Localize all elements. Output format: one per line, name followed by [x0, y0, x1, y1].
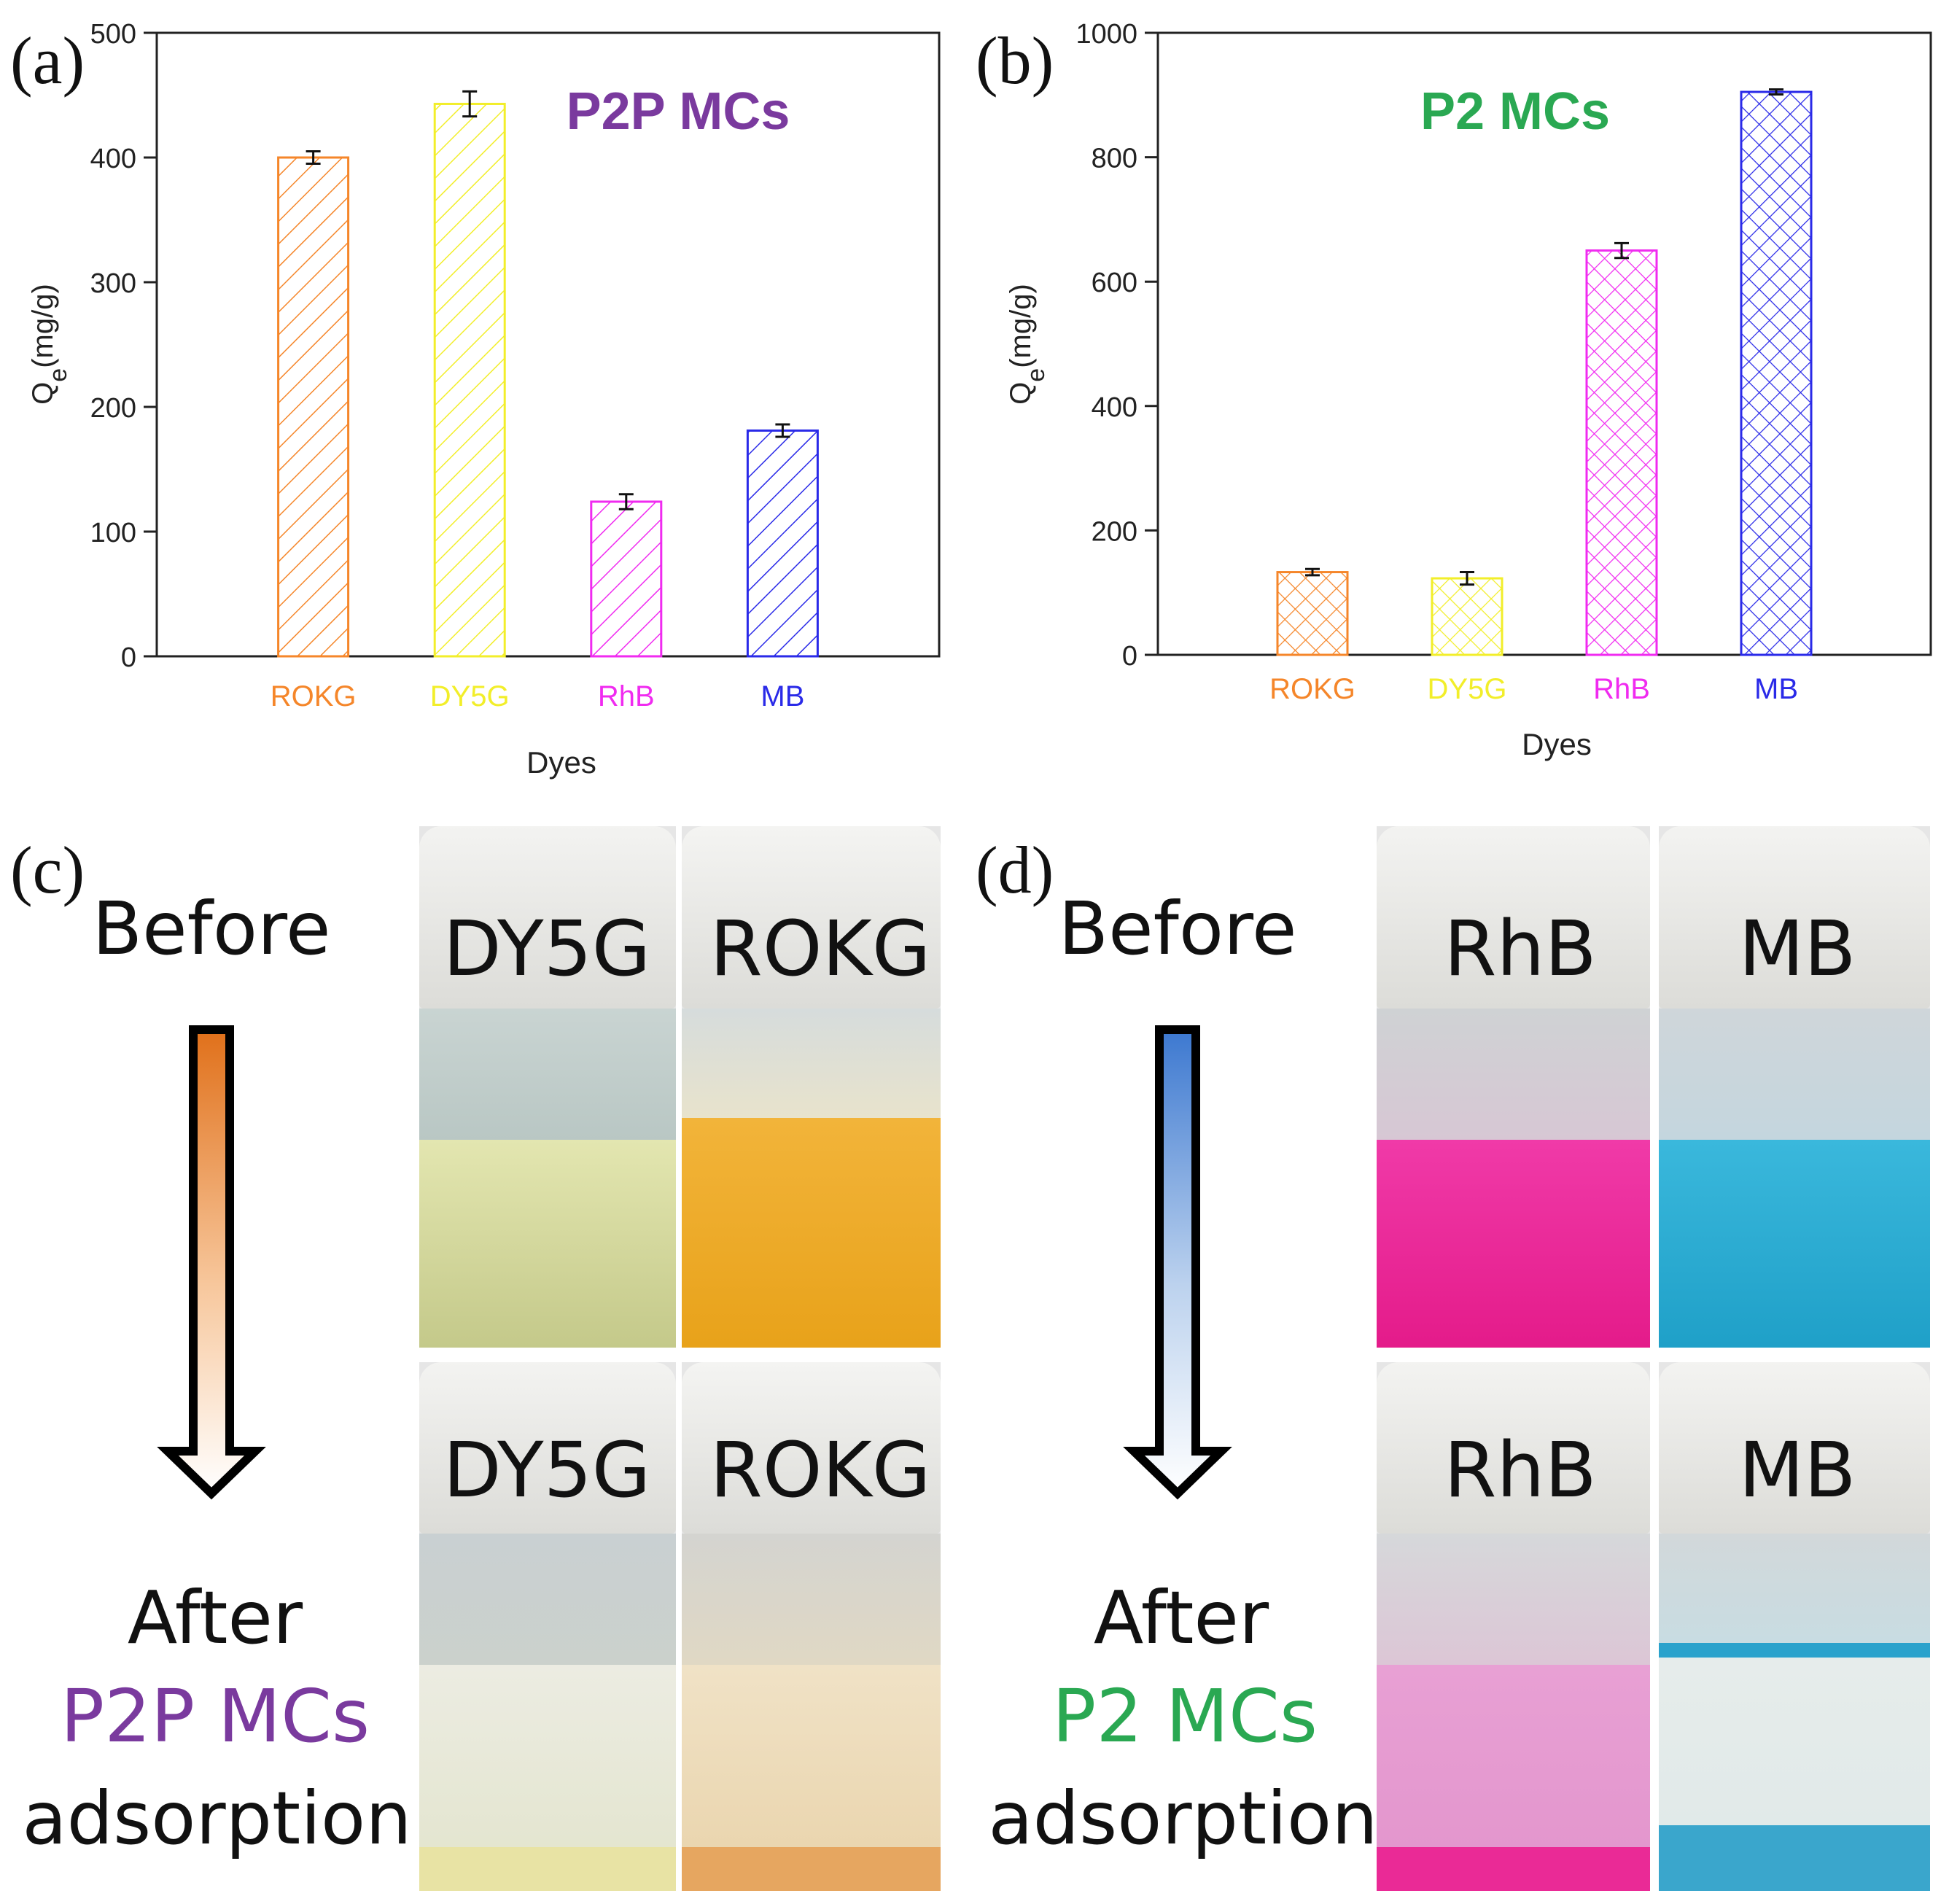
chart-b: 0 200 400 600 800 1000 ROKG DY5G RhB MB P2 MCs Q… — [1005, 19, 1932, 761]
svg-text:Qe(mg/g): Qe(mg/g) — [27, 284, 72, 405]
y-axis-label-sub-b: e — [1022, 368, 1050, 382]
y-tick-label: 1000 — [1075, 19, 1137, 50]
category-label-rokg: ROKG — [271, 680, 357, 712]
error-bar-dy5g — [1460, 571, 1474, 586]
y-tick-label: 0 — [121, 642, 136, 673]
after-label-c: After — [127, 1575, 303, 1660]
y-axis-label-main-a: Q — [27, 382, 59, 405]
vial-photo-c-after-dy5g — [419, 1362, 676, 1891]
error-bar-mb — [1769, 88, 1783, 96]
y-axis-label-sub-a: e — [44, 368, 72, 382]
vial-photo-c-before-rokg — [682, 826, 941, 1348]
y-tick-label: 100 — [90, 518, 136, 548]
y-tick-label: 600 — [1092, 268, 1137, 298]
error-bar-rhb — [1614, 241, 1629, 260]
adsorption-label-c: adsorption — [22, 1776, 412, 1861]
vial-photo-d-before-rhb — [1377, 826, 1650, 1348]
y-axis-label-unit-a: (mg/g) — [27, 284, 59, 368]
category-label-dy5g: DY5G — [430, 680, 510, 712]
y-tick-label: 200 — [90, 393, 136, 424]
bar-dy5g — [1431, 577, 1503, 656]
error-bar-mb — [775, 423, 790, 438]
y-tick-label: 400 — [1092, 392, 1137, 423]
bar-rhb — [590, 500, 663, 658]
vial-label-d-after-0: RhB — [1444, 1426, 1597, 1515]
vial-label-c-after-0: DY5G — [443, 1426, 651, 1515]
y-tick-label: 400 — [90, 144, 136, 174]
material-label-c: P2P MCs — [60, 1674, 370, 1759]
category-label-mb: MB — [760, 680, 804, 712]
vial-label-d-after-1: MB — [1738, 1426, 1856, 1515]
category-label-mb: MB — [1754, 673, 1798, 705]
y-axis-label-main-b: Q — [1005, 382, 1037, 405]
plot-frame-a — [155, 31, 941, 658]
vial-label-c-before-1: ROKG — [709, 904, 931, 993]
bar-mb — [1740, 90, 1813, 656]
bar-mb — [746, 429, 819, 658]
down-arrow-d — [1123, 1025, 1232, 1500]
panel-c-label: (c) — [10, 833, 85, 907]
vial-label-d-before-1: MB — [1738, 904, 1856, 993]
y-axis-label-a: Qe(mg/g) — [27, 284, 72, 405]
error-bar-rhb — [618, 493, 634, 510]
vial-photo-d-before-mb — [1659, 826, 1930, 1348]
inset-title-a: P2P MCs — [567, 82, 790, 141]
y-tick-label: 0 — [1122, 641, 1137, 672]
vial-photo-c-before-dy5g — [419, 826, 676, 1348]
category-label-rhb: RhB — [1593, 673, 1650, 705]
vial-label-c-before-0: DY5G — [443, 904, 651, 993]
error-bar-rokg — [1305, 567, 1320, 577]
category-label-rokg: ROKG — [1269, 673, 1355, 705]
error-bar-dy5g — [462, 90, 478, 118]
svg-text:Qe(mg/g): Qe(mg/g) — [1005, 284, 1050, 405]
y-tick-label: 500 — [90, 19, 136, 50]
panel-a-label: (a) — [10, 23, 85, 98]
category-label-dy5g: DY5G — [1428, 673, 1507, 705]
plot-frame-b — [1156, 31, 1932, 656]
vial-photo-d-after-rhb — [1377, 1362, 1650, 1891]
adsorption-label-d: adsorption — [988, 1776, 1378, 1861]
before-label-c: Before — [92, 886, 331, 971]
bar-rokg — [277, 156, 350, 658]
panel-b-label: (b) — [976, 23, 1054, 98]
bar-rhb — [1585, 249, 1658, 656]
y-axis-label-unit-b: (mg/g) — [1005, 284, 1037, 368]
error-bar-rokg — [306, 149, 321, 166]
inset-title-b: P2 MCs — [1420, 82, 1610, 141]
before-label-d: Before — [1058, 886, 1297, 971]
x-axis-label-a: Dyes — [526, 745, 596, 780]
material-label-d: P2 MCs — [1052, 1674, 1318, 1759]
bar-rokg — [1276, 571, 1349, 656]
category-label-rhb: RhB — [598, 680, 655, 712]
y-tick-label: 200 — [1092, 516, 1137, 547]
chart-a: 0 100 200 300 400 500 ROKG DY5G RhB MB P2P MCs Q… — [27, 19, 941, 780]
y-tick-label: 800 — [1092, 144, 1137, 174]
vial-photo-c-after-rokg — [682, 1362, 941, 1891]
bar-dy5g — [433, 102, 506, 658]
y-axis-label-b: Qe(mg/g) — [1005, 284, 1050, 405]
after-label-d: After — [1093, 1575, 1269, 1660]
vial-label-c-after-1: ROKG — [709, 1426, 931, 1515]
y-tick-label: 300 — [90, 268, 136, 299]
panel-d-label: (d) — [976, 833, 1054, 907]
down-arrow-c — [157, 1025, 266, 1500]
vial-photo-d-after-mb — [1659, 1362, 1930, 1891]
x-axis-label-b: Dyes — [1522, 727, 1592, 761]
vial-label-d-before-0: RhB — [1444, 904, 1597, 993]
